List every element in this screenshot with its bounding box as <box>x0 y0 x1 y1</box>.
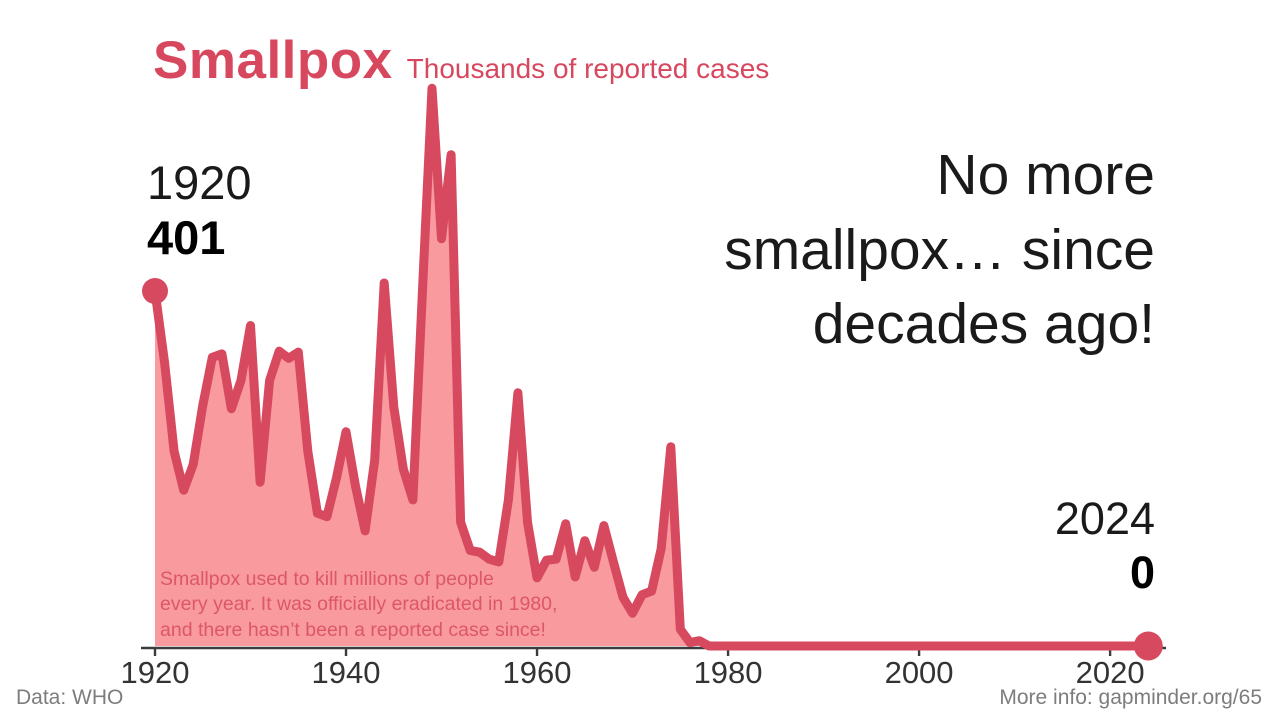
x-axis-tick-label: 1960 <box>503 655 572 690</box>
headline-line-3: decades ago! <box>812 292 1155 357</box>
start-value-label: 401 <box>147 211 226 265</box>
data-line <box>150 83 1153 651</box>
x-axis-tick-label: 2020 <box>1076 655 1145 690</box>
more-info-label: More info: gapminder.org/65 <box>999 686 1262 709</box>
headline: No more smallpox… since decades ago! <box>515 138 1155 362</box>
start-point-marker <box>142 278 168 304</box>
x-axis-tick-label: 1980 <box>694 655 763 690</box>
area-fill <box>155 88 1149 647</box>
end-year-label: 2024 <box>1054 493 1155 544</box>
end-endpoint-label: 2024 0 <box>1055 492 1155 600</box>
end-point-marker <box>1133 631 1163 661</box>
x-axis-tick-label: 2000 <box>885 655 954 690</box>
data-source-label: Data: WHO <box>16 686 124 709</box>
end-value-label: 0 <box>1129 547 1155 598</box>
x-axis-tick-label: 1940 <box>312 655 381 690</box>
page-title: Smallpox <box>153 31 393 90</box>
annotation-line-3: and there hasn’t been a reported case si… <box>160 618 546 641</box>
annotation-line-1: Smallpox used to kill millions of people <box>160 568 494 590</box>
chart-annotation: Smallpox used to kill millions of people… <box>160 567 557 643</box>
x-axis-tick-label: 1920 <box>121 655 190 690</box>
headline-line-2: smallpox… since <box>724 217 1155 282</box>
page-subtitle: Thousands of reported cases <box>406 53 770 84</box>
start-year-label: 1920 <box>147 156 252 209</box>
start-endpoint-label: 1920 401 <box>147 155 252 266</box>
headline-line-1: No more <box>936 143 1155 207</box>
annotation-line-2: every year. It was officially eradicated… <box>160 593 558 616</box>
chart-header: Smallpox Thousands of reported cases <box>153 30 769 91</box>
